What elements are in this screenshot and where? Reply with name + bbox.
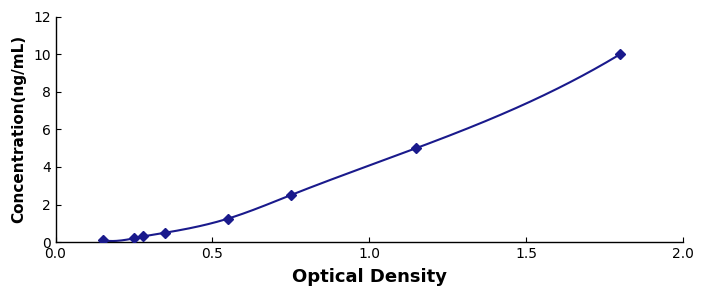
Y-axis label: Concentration(ng/mL): Concentration(ng/mL)	[11, 35, 26, 223]
X-axis label: Optical Density: Optical Density	[292, 268, 447, 286]
